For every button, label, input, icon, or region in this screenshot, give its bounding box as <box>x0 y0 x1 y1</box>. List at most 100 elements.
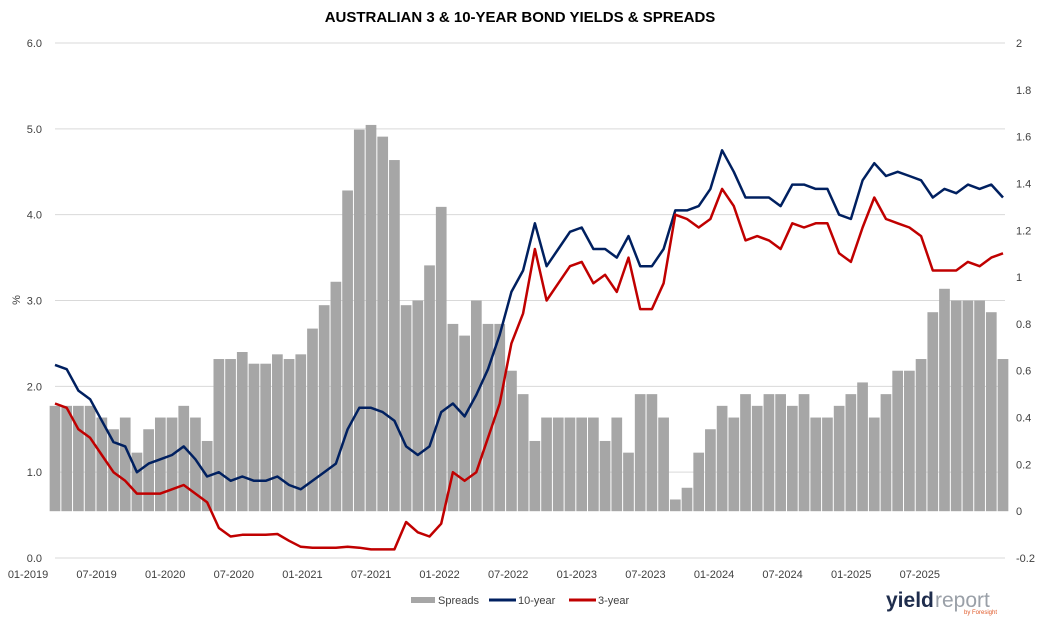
spread-bar <box>658 417 669 512</box>
y2-tick-label: 0.6 <box>1016 366 1031 378</box>
spread-bar <box>260 363 272 512</box>
spread-bar <box>424 265 435 512</box>
spread-bar <box>892 370 904 512</box>
logo-bold: yield <box>886 589 934 612</box>
spread-bar <box>693 452 705 512</box>
spread-bar <box>447 323 459 512</box>
y2-tick-label: 1.8 <box>1016 85 1031 97</box>
y-tick-label: 6.0 <box>27 38 42 50</box>
x-tick-label: 01-2024 <box>694 569 734 581</box>
spread-bar <box>131 452 143 512</box>
spread-bar <box>857 382 868 512</box>
x-tick-label: 01-2022 <box>419 569 459 581</box>
spread-bar <box>740 394 751 512</box>
y-tick-label: 4.0 <box>27 210 42 222</box>
spread-bar <box>588 417 599 512</box>
spread-bar <box>283 359 295 512</box>
line-10-year <box>54 149 1004 491</box>
y2-tick-label: 2 <box>1016 38 1022 50</box>
spread-bar <box>178 405 190 512</box>
spread-bar <box>377 136 389 512</box>
spread-bar <box>939 288 950 512</box>
spread-bar <box>810 417 822 512</box>
spread-bar <box>775 394 786 512</box>
spread-bar <box>342 190 353 512</box>
spread-bar <box>61 405 73 512</box>
x-tick-label: 01-2025 <box>831 569 871 581</box>
spread-bar <box>705 429 716 512</box>
y2-tick-label: 0 <box>1016 506 1022 518</box>
spread-bar <box>295 354 307 512</box>
spread-bar <box>459 335 470 512</box>
spread-bar <box>786 405 798 512</box>
spread-bar <box>599 440 611 512</box>
spread-bar <box>517 394 529 512</box>
spread-bar <box>868 417 880 512</box>
x-tick-label: 07-2020 <box>214 569 254 581</box>
y2-tick-label: 1 <box>1016 272 1022 284</box>
x-tick-label: 07-2023 <box>625 569 665 581</box>
spread-bar <box>915 359 927 512</box>
spread-bar <box>751 405 763 512</box>
y-tick-label: 2.0 <box>27 381 42 393</box>
spread-bar <box>997 359 1009 512</box>
spread-bar <box>927 312 939 512</box>
spread-bar <box>506 370 517 512</box>
y-tick-label: 1.0 <box>27 467 42 479</box>
spread-bar <box>494 323 506 512</box>
y2-tick-label: 0.8 <box>1016 319 1031 331</box>
spread-bar <box>330 281 342 512</box>
spread-bar <box>541 417 552 512</box>
x-tick-label: 07-2025 <box>900 569 940 581</box>
spread-bar <box>400 305 412 512</box>
y-tick-label: 5.0 <box>27 124 42 136</box>
spread-bar <box>669 499 681 512</box>
spread-bar <box>154 417 166 512</box>
spread-bar <box>119 417 131 512</box>
spread-bar <box>611 417 623 512</box>
logo-light: report <box>935 589 990 612</box>
spread-bar <box>272 354 283 512</box>
x-tick-label: 01-2021 <box>282 569 322 581</box>
x-tick-label: 07-2024 <box>762 569 802 581</box>
spread-bar <box>564 417 576 512</box>
spread-bar <box>73 405 84 512</box>
spread-bar <box>435 206 447 512</box>
spread-bar <box>96 417 108 512</box>
x-tick-label: 01-2019 <box>8 569 48 581</box>
legend-swatch-spreads <box>411 597 435 603</box>
spread-bar <box>904 370 915 512</box>
spread-bar <box>728 417 740 512</box>
spread-bar <box>166 417 178 512</box>
spread-bar <box>236 352 248 512</box>
spread-bar <box>307 328 318 512</box>
x-tick-label: 01-2020 <box>145 569 185 581</box>
y2-tick-label: 1.6 <box>1016 132 1031 144</box>
y-tick-label: 3.0 <box>27 296 42 308</box>
spread-bar <box>962 300 974 512</box>
spread-bar <box>225 359 236 512</box>
legend-label-10-year: 10-year <box>518 595 556 607</box>
spread-bar <box>84 405 96 512</box>
spread-bar <box>365 124 377 512</box>
spread-bar <box>681 487 693 512</box>
spread-bar <box>213 359 225 512</box>
spread-bar <box>798 394 810 512</box>
spread-bar <box>822 417 833 512</box>
legend-label-3-year: 3-year <box>598 595 630 607</box>
y2-tick-label: 0.2 <box>1016 459 1031 471</box>
spread-bar <box>716 405 728 512</box>
spread-bar <box>482 323 494 512</box>
x-tick-label: 07-2021 <box>351 569 391 581</box>
x-tick-label: 07-2019 <box>76 569 116 581</box>
x-tick-label: 01-2023 <box>557 569 597 581</box>
chart-title: AUSTRALIAN 3 & 10-YEAR BOND YIELDS & SPR… <box>325 9 716 26</box>
spread-bar <box>389 160 400 512</box>
spread-bar <box>985 312 997 512</box>
yieldreport-logo: yield report by Foresight <box>886 589 997 616</box>
legend: Spreads 10-year 3-year <box>411 595 630 607</box>
spread-bar <box>576 417 588 512</box>
line-3-year <box>54 187 1004 551</box>
